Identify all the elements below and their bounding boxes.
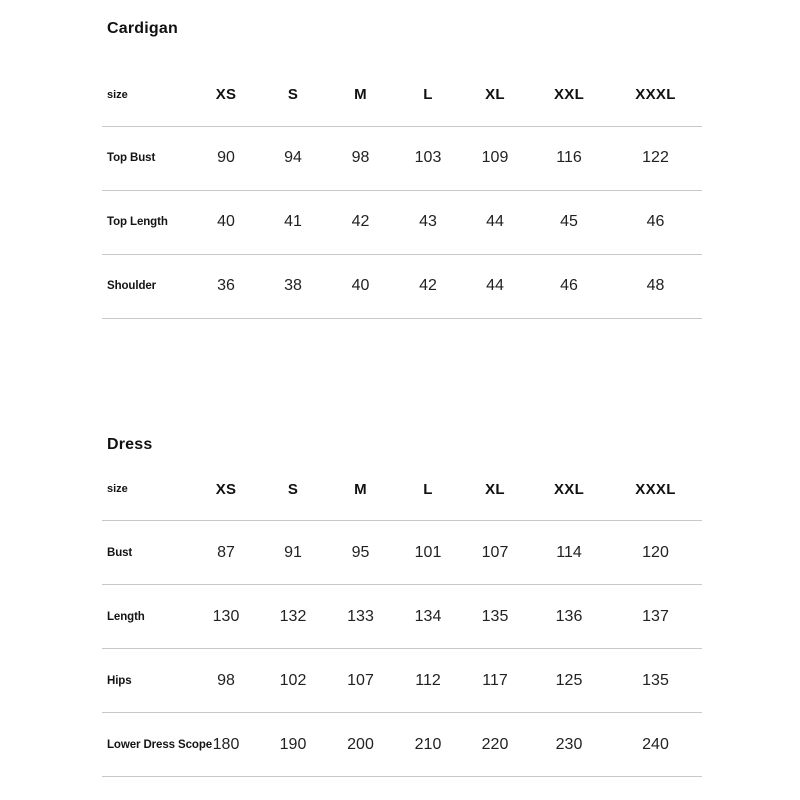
measurement-value: 36 [217, 277, 235, 294]
size-header-m: M [354, 86, 367, 104]
measurement-value: 41 [284, 213, 302, 230]
measurement-row: Shoulder 36 38 40 42 44 46 48 [102, 254, 702, 318]
measurement-value: 112 [415, 671, 441, 689]
measurement-value: 43 [419, 213, 437, 230]
measurement-value: 90 [217, 149, 235, 166]
measurement-value: 130 [212, 607, 240, 625]
measurement-value: 230 [555, 735, 583, 753]
measurement-label: Top Bust [107, 152, 156, 164]
size-header-xs: XS [215, 480, 237, 498]
measurement-value: 132 [279, 607, 307, 625]
measurement-value: 210 [414, 735, 442, 753]
size-chart-section-cardigan: Cardigan size XS S M L XL XXL XXXL Top Bust 90 94… [102, 18, 702, 319]
measurement-value: 135 [481, 607, 509, 625]
measurement-value: 40 [351, 277, 370, 294]
measurement-value: 101 [414, 543, 442, 561]
measurement-row: Hips 98 102 107 112 117 125 135 [102, 649, 702, 713]
size-header-m: M [354, 480, 367, 498]
size-header-xxl: XXL [553, 480, 585, 498]
measurement-value: 135 [642, 671, 669, 689]
measurement-value: 133 [347, 607, 374, 625]
measurement-label: Bust [107, 546, 133, 559]
size-column-label: size [107, 483, 128, 496]
size-charts: Cardigan size XS S M L XL XXL XXXL Top Bust 90 94… [102, 18, 702, 778]
measurement-value: 98 [217, 671, 235, 689]
size-header-row: size XS S M L XL XXL XXXL [102, 64, 702, 126]
measurement-value: 94 [284, 149, 302, 166]
size-header-l: L [423, 86, 433, 104]
measurement-value: 109 [481, 149, 509, 166]
measurement-row: Lower Dress Scope 180 190 200 210 220 230 240 [102, 713, 702, 777]
size-header-xxl: XXL [553, 86, 585, 104]
measurement-label: Shoulder [107, 280, 157, 292]
measurement-value: 200 [347, 735, 374, 753]
chart-title: Cardigan [107, 20, 178, 37]
size-table: size XS S M L XL XXL XXXL Top Bust 90 94 98 103 109 1… [102, 64, 702, 319]
measurement-row: Top Bust 90 94 98 103 109 116 122 [102, 126, 702, 190]
size-header-xl: XL [485, 480, 505, 498]
measurement-value: 48 [646, 277, 665, 294]
measurement-value: 134 [414, 607, 442, 625]
size-header-s: S [287, 480, 299, 498]
measurement-row: Top Length 40 41 42 43 44 45 46 [102, 190, 702, 254]
measurement-value: 220 [481, 735, 509, 753]
chart-title: Dress [107, 435, 153, 453]
measurement-value: 137 [642, 607, 669, 625]
measurement-value: 125 [555, 671, 583, 689]
measurement-value: 42 [419, 277, 437, 294]
measurement-value: 122 [642, 149, 669, 166]
size-header-row: size XS S M L XL XXL XXXL [102, 459, 702, 521]
measurement-label: Lower Dress Scope [107, 738, 213, 751]
size-header-l: L [423, 480, 433, 498]
size-table: size XS S M L XL XXL XXXL Bust 87 91 95 101 107 114 12… [102, 459, 702, 778]
size-header-xl: XL [485, 86, 505, 104]
measurement-value: 87 [217, 543, 235, 561]
measurement-value: 120 [642, 543, 669, 561]
measurement-value: 46 [646, 213, 665, 230]
measurement-value: 42 [351, 213, 370, 230]
size-chart-section-dress: Dress size XS S M L XL XXL XXXL Bust 87 91 95 101 10… [102, 434, 702, 778]
measurement-label: Top Length [107, 216, 168, 228]
measurement-value: 44 [486, 213, 504, 230]
measurement-value: 45 [560, 213, 578, 230]
measurement-value: 103 [414, 149, 442, 166]
measurement-label: Length [107, 610, 145, 623]
measurement-value: 116 [556, 149, 582, 166]
size-header-xxxl: XXXL [635, 86, 676, 104]
measurement-value: 46 [560, 277, 578, 294]
measurement-value: 38 [284, 277, 302, 294]
measurement-value: 136 [555, 607, 583, 625]
measurement-value: 240 [642, 735, 669, 753]
size-header-xxxl: XXXL [635, 480, 676, 498]
measurement-label: Hips [107, 674, 132, 687]
size-column-label: size [107, 88, 128, 101]
measurement-value: 98 [351, 149, 370, 166]
size-header-s: S [287, 86, 299, 104]
measurement-value: 117 [482, 671, 508, 689]
measurement-value: 107 [481, 543, 509, 561]
measurement-value: 95 [351, 543, 370, 561]
size-header-xs: XS [215, 86, 237, 104]
measurement-value: 40 [217, 213, 235, 230]
measurement-value: 91 [284, 543, 302, 561]
measurement-row: Bust 87 91 95 101 107 114 120 [102, 521, 702, 585]
measurement-value: 44 [486, 277, 504, 294]
measurement-row: Length 130 132 133 134 135 136 137 [102, 585, 702, 649]
measurement-value: 102 [279, 671, 307, 689]
measurement-value: 114 [556, 543, 582, 561]
measurement-value: 180 [212, 735, 240, 753]
measurement-value: 190 [279, 735, 307, 753]
measurement-value: 107 [347, 671, 374, 689]
